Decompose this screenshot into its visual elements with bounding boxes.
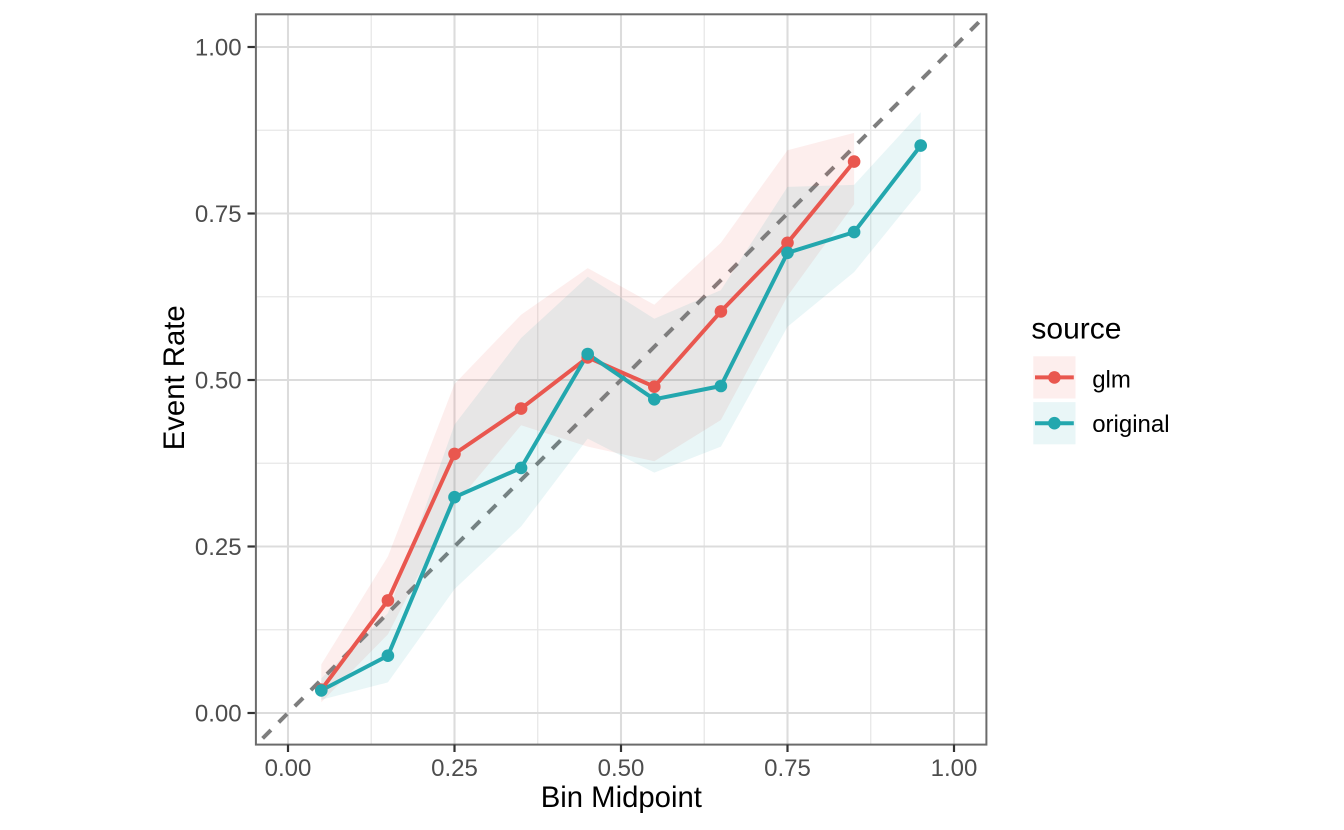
svg-text:0.50: 0.50 <box>598 755 645 782</box>
svg-text:0.25: 0.25 <box>431 755 478 782</box>
svg-text:source: source <box>1031 312 1121 345</box>
svg-text:0.75: 0.75 <box>764 755 811 782</box>
svg-text:1.00: 1.00 <box>931 755 978 782</box>
svg-text:0.00: 0.00 <box>265 755 312 782</box>
svg-text:0.00: 0.00 <box>195 701 242 728</box>
svg-text:1.00: 1.00 <box>195 35 242 62</box>
svg-text:0.50: 0.50 <box>195 368 242 395</box>
svg-text:original: original <box>1092 411 1169 438</box>
svg-text:glm: glm <box>1092 367 1131 394</box>
svg-text:Event Rate: Event Rate <box>158 305 191 450</box>
svg-text:Bin Midpoint: Bin Midpoint <box>541 781 702 814</box>
svg-text:0.25: 0.25 <box>195 534 242 561</box>
svg-text:0.75: 0.75 <box>195 201 242 228</box>
